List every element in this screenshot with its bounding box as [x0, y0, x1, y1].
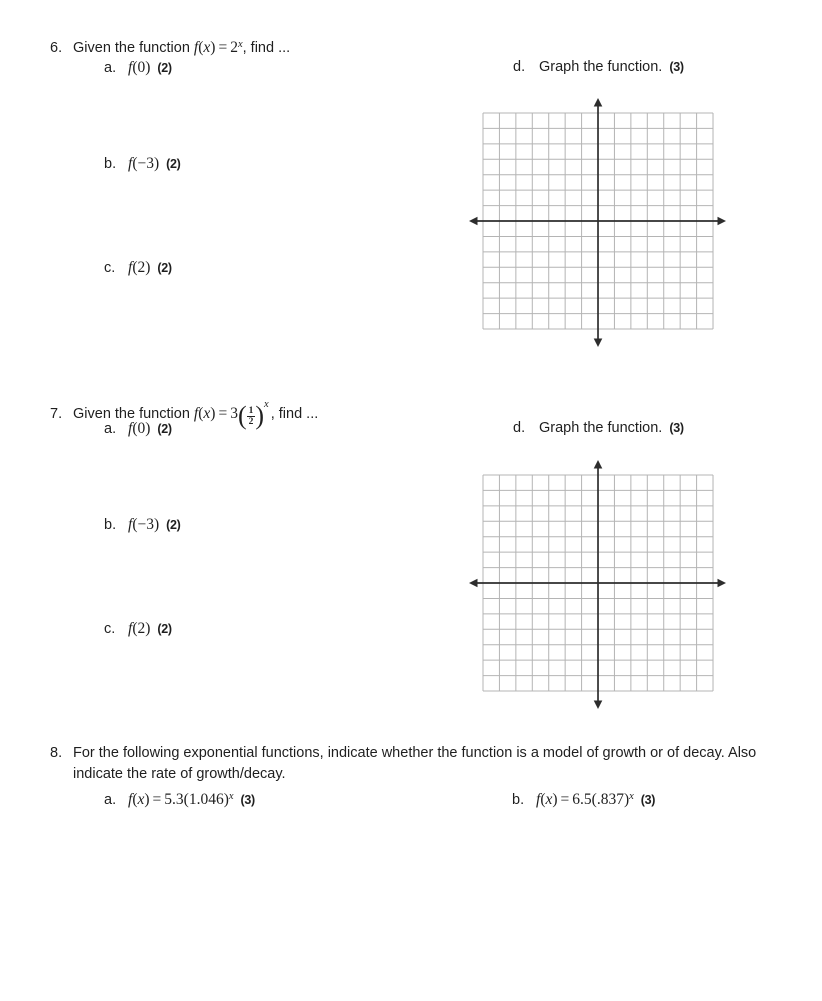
points-badge: (3) [669, 60, 684, 74]
question-7-title: 7. Given the function f(x) = 3(1 2)x, find ..… [50, 396, 319, 430]
formula-paren-open: ( [198, 405, 204, 422]
question-8-text-line1: For the following exponential functions,… [73, 745, 757, 761]
part-body: 5.3(1.046) [164, 791, 229, 808]
formula-paren-close: ) [210, 39, 216, 56]
part-paren-close: ) [552, 791, 558, 808]
question-8-title-line2: indicate the rate of growth/decay. [73, 766, 286, 783]
formula-paren-open: ( [198, 39, 204, 56]
coordinate-grid-graph-q6 [469, 98, 726, 347]
part-label: a. [104, 421, 117, 437]
points-badge: (3) [669, 421, 684, 435]
part-func: f [128, 59, 133, 76]
part-arg: (0) [132, 59, 151, 76]
question-8-part-b: b. f(x) = 6.5(.837)x (3) [512, 788, 655, 809]
big-paren-close: ) [255, 401, 265, 430]
part-arg: (2) [132, 259, 151, 276]
question-6-part-d: d. Graph the function. (3) [513, 59, 684, 76]
part-arg: (−3) [132, 155, 160, 172]
part-equals: = [560, 791, 570, 808]
part-paren-open: ( [540, 791, 546, 808]
part-arg: (0) [132, 420, 151, 437]
question-7-number: 7. [50, 406, 63, 422]
points-badge: (2) [166, 518, 181, 532]
question-7-part-c: c. f(2) (2) [104, 620, 172, 638]
question-7-prompt-suffix: , find ... [270, 406, 319, 422]
question-6-part-a: a. f(0) (2) [104, 59, 172, 77]
part-func: f [128, 259, 133, 276]
part-label: d. [513, 420, 526, 436]
question-6-part-c: c. f(2) (2) [104, 259, 172, 277]
part-text: Graph the function. [539, 420, 663, 436]
formula-var: x [203, 405, 211, 422]
part-label: b. [512, 792, 525, 808]
formula-exponent: x [264, 399, 269, 410]
part-label: a. [104, 792, 117, 808]
part-exponent: x [228, 791, 234, 802]
points-badge: (2) [157, 61, 172, 75]
formula-coefficient: 3 [230, 405, 238, 422]
part-func: f [128, 420, 133, 437]
part-paren-close: ) [144, 791, 150, 808]
formula-func: f [193, 39, 199, 56]
big-paren-open: ( [237, 401, 247, 430]
part-text: Graph the function. [539, 59, 663, 75]
question-8-text-line2: indicate the rate of growth/decay. [73, 766, 286, 782]
part-label: b. [104, 156, 117, 172]
points-badge: (3) [240, 793, 256, 807]
fraction-numerator: 1 [246, 405, 256, 417]
part-arg: (2) [132, 620, 151, 637]
formula-equals: = [218, 39, 228, 56]
question-7-part-b: b. f(−3) (2) [104, 516, 181, 534]
part-label: a. [104, 60, 117, 76]
question-8-part-a: a. f(x) = 5.3(1.046)x (3) [104, 788, 255, 809]
question-6-prompt-prefix: Given the function [73, 40, 190, 56]
points-badge: (2) [166, 157, 181, 171]
question-6-prompt-suffix: , find ... [242, 40, 291, 56]
formula-paren-close: ) [210, 405, 216, 422]
part-exponent: x [629, 791, 634, 802]
part-arg: (−3) [132, 516, 160, 533]
formula-equals: = [218, 405, 228, 422]
part-paren-open: ( [132, 791, 138, 808]
question-8-number: 8. [50, 745, 63, 761]
part-label: b. [104, 517, 117, 533]
part-var: x [545, 791, 553, 808]
part-label: c. [104, 621, 116, 637]
question-6-part-b: b. f(−3) (2) [104, 155, 181, 173]
formula-base: 2 [230, 39, 238, 56]
part-func: f [128, 791, 133, 808]
question-7-part-d: d. Graph the function. (3) [513, 420, 684, 437]
question-7-part-a: a. f(0) (2) [104, 420, 172, 438]
formula-var: x [203, 39, 211, 56]
points-badge: (3) [640, 793, 656, 807]
question-7-prompt-prefix: Given the function [73, 406, 190, 422]
coordinate-grid-graph-q7 [469, 460, 726, 709]
points-badge: (2) [157, 422, 172, 436]
part-func: f [128, 155, 133, 172]
part-equals: = [152, 791, 162, 808]
fraction-denominator: 2 [248, 417, 254, 427]
question-8-title-line1: 8. For the following exponential function… [50, 745, 756, 762]
part-label: c. [104, 260, 116, 276]
part-label: d. [513, 59, 526, 75]
part-func: f [128, 516, 133, 533]
formula-func: f [193, 405, 199, 422]
part-func: f [128, 620, 133, 637]
formula-exponent: x [237, 39, 243, 50]
part-var: x [137, 791, 145, 808]
points-badge: (2) [157, 622, 172, 636]
part-body: 6.5(.837) [572, 791, 630, 808]
question-6-number: 6. [50, 40, 63, 56]
points-badge: (2) [157, 261, 172, 275]
part-func: f [536, 791, 541, 808]
question-6-title: 6. Given the function f(x) = 2x, find ... [50, 36, 290, 57]
